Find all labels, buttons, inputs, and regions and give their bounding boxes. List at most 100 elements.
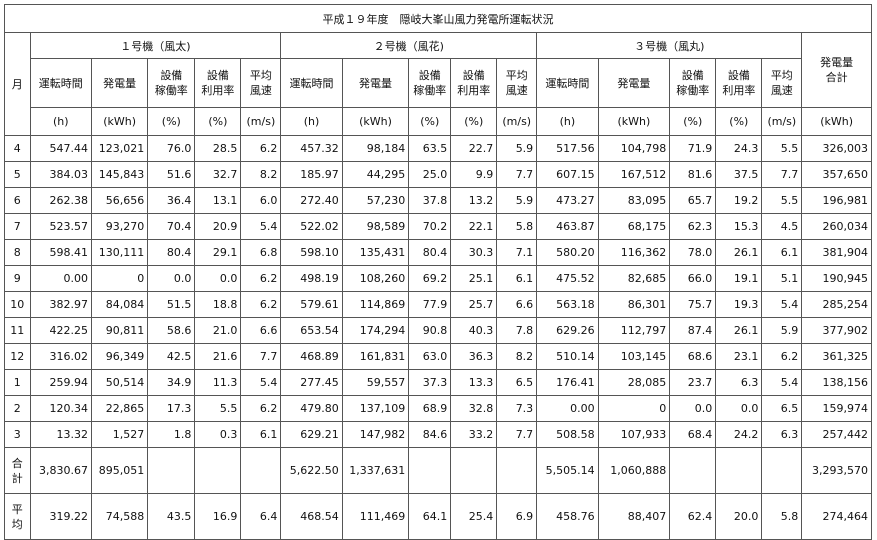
- value-cell: 62.3: [669, 213, 717, 240]
- unit-3-header: ３号機（風丸): [536, 32, 803, 59]
- column-header-text: 平均: [505, 69, 528, 82]
- value-cell: 6.1: [496, 265, 538, 292]
- value-cell: 16.9: [194, 493, 242, 540]
- value-cell: 259.94: [29, 369, 92, 396]
- value-cell: 37.8: [408, 187, 452, 214]
- value-cell: 90.8: [408, 317, 452, 344]
- value-cell: [669, 447, 717, 494]
- unit-2-header: ２号機（風花): [280, 32, 538, 59]
- value-cell: 5.9: [496, 135, 538, 162]
- value-cell: 84.6: [408, 421, 452, 448]
- value-cell: 86,301: [597, 291, 671, 318]
- value-cell: 479.80: [280, 395, 343, 422]
- total-cell: 159,974: [801, 395, 872, 422]
- value-cell: 1,060,888: [597, 447, 671, 494]
- table-row: 8 598.41 130,111 80.4 29.1 6.8 598.10 135,431 80…: [4, 239, 872, 266]
- total-cell: 196,981: [801, 187, 872, 214]
- table-row: 7 523.57 93,270 70.4 20.9 5.4 522.02 98,589 70.2…: [4, 213, 872, 240]
- column-header-text: 設備: [681, 69, 704, 82]
- value-cell: 9.9: [450, 161, 498, 188]
- value-cell: 20.9: [194, 213, 242, 240]
- value-cell: 59,557: [341, 369, 410, 396]
- value-cell: 5,505.14: [536, 447, 599, 494]
- table-row: 10 382.97 84,084 51.5 18.8 6.2 579.61 114,869 77…: [4, 291, 872, 318]
- value-cell: 88,407: [597, 493, 671, 540]
- value-cell: 20.0: [715, 493, 763, 540]
- value-cell: 28,085: [597, 369, 671, 396]
- value-cell: 0.0: [715, 395, 763, 422]
- column-header-text: 運転時間: [289, 76, 334, 90]
- value-cell: 103,145: [597, 343, 671, 370]
- column-header-text: 平均: [770, 69, 793, 82]
- column-header-text: 稼働率: [676, 84, 710, 97]
- unit-label: (%): [715, 107, 763, 136]
- column-header: 発電量: [341, 58, 410, 108]
- value-cell: 62.4: [669, 493, 717, 540]
- value-cell: 5,622.50: [280, 447, 343, 494]
- value-cell: [194, 447, 242, 494]
- column-header-text: 設備: [727, 69, 750, 82]
- value-cell: 7.7: [761, 161, 803, 188]
- value-cell: 563.18: [536, 291, 599, 318]
- value-cell: 6.4: [240, 493, 282, 540]
- value-cell: 653.54: [280, 317, 343, 344]
- value-cell: 26.1: [715, 317, 763, 344]
- value-cell: 473.27: [536, 187, 599, 214]
- column-header: 発電量: [90, 58, 149, 108]
- value-cell: 382.97: [29, 291, 92, 318]
- value-cell: 508.58: [536, 421, 599, 448]
- column-header-text: 利用率: [201, 84, 235, 97]
- value-cell: 7.7: [240, 343, 282, 370]
- value-cell: 0.0: [147, 265, 196, 292]
- value-cell: 70.4: [147, 213, 196, 240]
- value-cell: 5.9: [496, 187, 538, 214]
- value-cell: 40.3: [450, 317, 498, 344]
- value-cell: 58.6: [147, 317, 196, 344]
- month-cell: 7: [4, 213, 31, 240]
- value-cell: 5.4: [240, 369, 282, 396]
- value-cell: 6.2: [240, 265, 282, 292]
- column-header: 平均 風速: [240, 58, 282, 108]
- total-cell: 326,003: [801, 135, 872, 162]
- value-cell: [147, 447, 196, 494]
- value-cell: 71.9: [669, 135, 717, 162]
- value-cell: 66.0: [669, 265, 717, 292]
- unit-label: (m/s): [240, 107, 282, 136]
- value-cell: 523.57: [29, 213, 92, 240]
- value-cell: 68.9: [408, 395, 452, 422]
- value-cell: 75.7: [669, 291, 717, 318]
- value-cell: 90,811: [90, 317, 149, 344]
- total-cell: 381,904: [801, 239, 872, 266]
- operation-status-table: 平成１９年度 隠岐大峯山風力発電所運転状況月 １号機（風太) ２号機（風花) ３号機（…: [4, 4, 872, 540]
- value-cell: 96,349: [90, 343, 149, 370]
- table-row: 6 262.38 56,656 36.4 13.1 6.0 272.40 57,230 37.8…: [4, 187, 872, 214]
- value-cell: 11.3: [194, 369, 242, 396]
- value-cell: 25.7: [450, 291, 498, 318]
- column-header: 設備 利用率: [450, 58, 498, 108]
- table-row: 11 422.25 90,811 58.6 21.0 6.6 653.54 174,294 90…: [4, 317, 872, 344]
- column-header-text: 発電量: [359, 76, 392, 90]
- month-cell: 5: [4, 161, 31, 188]
- value-cell: 6.1: [761, 239, 803, 266]
- value-cell: 25.0: [408, 161, 452, 188]
- month-cell: 1: [4, 369, 31, 396]
- value-cell: 0.00: [29, 265, 92, 292]
- column-header: 設備 利用率: [715, 58, 763, 108]
- value-cell: 5.4: [761, 369, 803, 396]
- total-cell: 377,902: [801, 317, 872, 344]
- value-cell: 0.0: [669, 395, 717, 422]
- value-cell: 468.89: [280, 343, 343, 370]
- unit-label: (%): [408, 107, 452, 136]
- value-cell: 1,527: [90, 421, 149, 448]
- value-cell: 22,865: [90, 395, 149, 422]
- unit-label: (%): [194, 107, 242, 136]
- title-row: 平成１９年度 隠岐大峯山風力発電所運転状況: [4, 4, 872, 33]
- value-cell: 6.9: [496, 493, 538, 540]
- value-cell: 5.8: [496, 213, 538, 240]
- total-cell: 357,650: [801, 161, 872, 188]
- value-cell: 498.19: [280, 265, 343, 292]
- column-header-text: 設備: [462, 69, 485, 82]
- total-header-text: 発電量: [820, 56, 854, 69]
- value-cell: 5.4: [240, 213, 282, 240]
- total-unit-label: (kWh): [801, 107, 872, 136]
